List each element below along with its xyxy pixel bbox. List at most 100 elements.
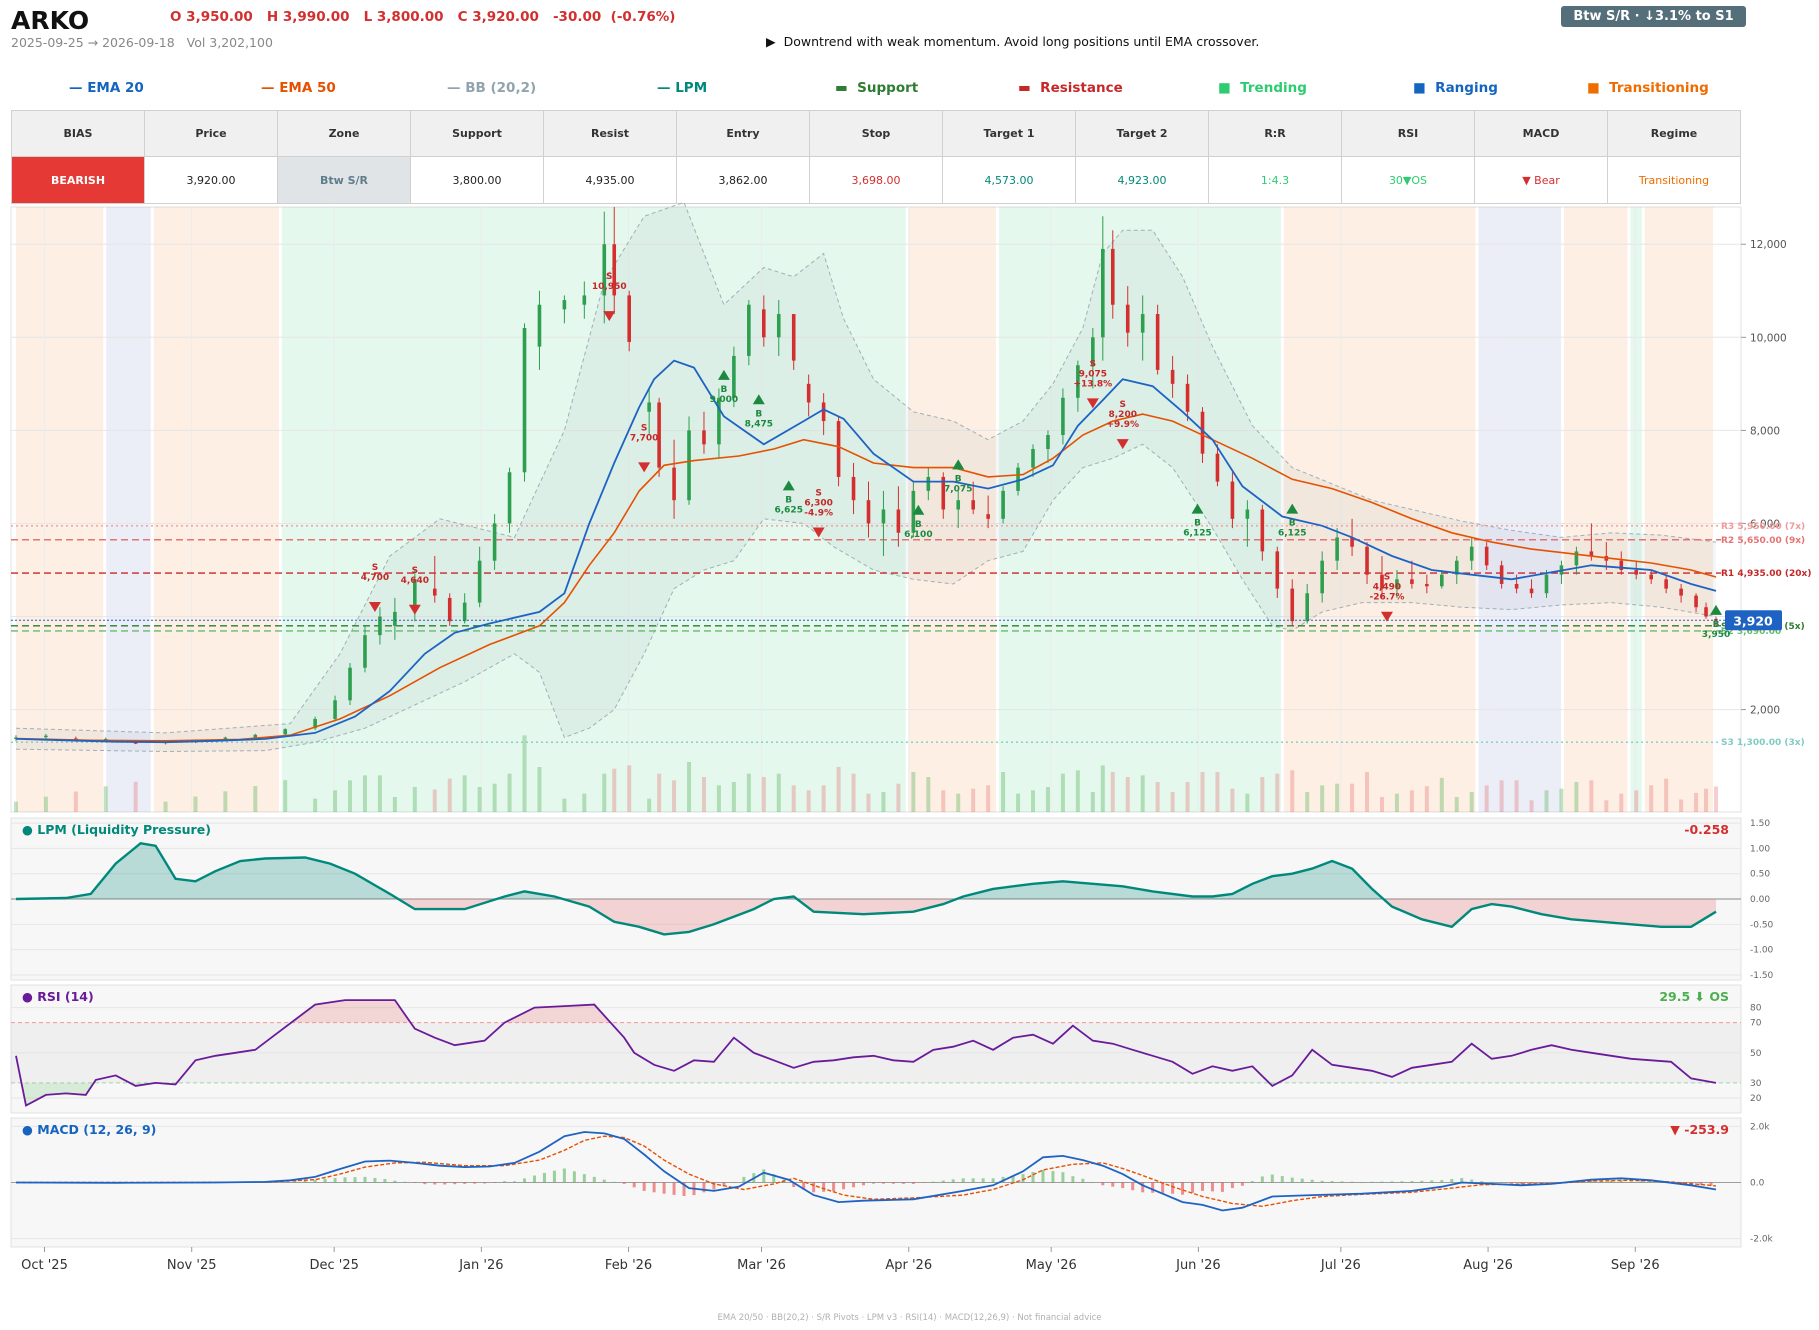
candle-body xyxy=(776,314,781,338)
signal-type-label: B xyxy=(1289,519,1296,529)
volume-bar xyxy=(283,780,288,812)
candle-body xyxy=(926,476,931,491)
regime-band xyxy=(16,207,104,812)
candle-body xyxy=(1380,574,1384,589)
candle xyxy=(612,207,617,315)
candle xyxy=(956,490,961,529)
volume-bar xyxy=(1529,800,1534,812)
volume-bar xyxy=(761,777,766,812)
candle xyxy=(1679,583,1683,603)
buy-arrow-icon xyxy=(752,394,765,405)
sell-arrow-icon xyxy=(1380,611,1393,622)
legend-item-support[interactable]: ▬ Support xyxy=(835,80,919,96)
candle-body xyxy=(1061,397,1065,436)
candle-body xyxy=(1440,574,1444,587)
signal-price-label: 7,700 xyxy=(630,433,658,443)
analysis-note: ▶ Downtrend with weak momentum. Avoid lon… xyxy=(766,34,1267,49)
candle-body xyxy=(1694,595,1698,608)
volume-bar xyxy=(821,785,826,812)
volume-bar xyxy=(1484,785,1489,812)
macd-histogram-bar xyxy=(1370,1181,1374,1183)
signal-marker: S7,700 xyxy=(630,423,658,473)
signal-type-label: B xyxy=(915,520,922,530)
candle xyxy=(14,735,18,742)
candle-body xyxy=(1514,583,1519,589)
legend-item-ema50[interactable]: — EMA 50 xyxy=(261,80,336,96)
legend-item-lpm[interactable]: — LPM xyxy=(657,80,708,96)
macd-histogram-bar xyxy=(1131,1182,1135,1191)
volume-bar xyxy=(14,801,18,812)
legend-item-bb[interactable]: — BB (20,2) xyxy=(447,80,537,96)
regime-band xyxy=(908,207,996,812)
macd-histogram-bar xyxy=(1041,1169,1045,1183)
signal-marker: S10,950 xyxy=(592,272,627,322)
candle-body xyxy=(1320,560,1324,594)
candle-body xyxy=(462,602,467,622)
candle xyxy=(1155,304,1160,375)
macd-histogram-bar xyxy=(712,1182,716,1190)
sell-arrow-icon xyxy=(408,604,421,615)
candle xyxy=(1544,570,1549,598)
volume-bar xyxy=(1499,780,1504,812)
macd-histogram-bar xyxy=(802,1182,806,1190)
volume-bar xyxy=(911,772,916,812)
candle-body xyxy=(283,729,288,735)
macd-histogram-bar xyxy=(901,1182,905,1184)
candle xyxy=(348,663,352,705)
lpm-tick-label: 0.50 xyxy=(1750,870,1770,880)
macd-histogram-bar xyxy=(1540,1182,1544,1184)
volume-bar xyxy=(896,783,901,812)
macd-histogram-bar xyxy=(762,1169,766,1183)
macd-histogram-bar xyxy=(572,1171,576,1183)
volume-bar xyxy=(1409,790,1414,812)
macd-histogram-bar xyxy=(622,1182,626,1184)
candle xyxy=(1031,444,1035,477)
candle-body xyxy=(1200,411,1205,454)
macd-histogram-bar xyxy=(702,1182,706,1193)
volume-bar xyxy=(1589,780,1594,812)
volume-bar xyxy=(507,773,512,812)
candle xyxy=(1110,230,1115,319)
macd-histogram-bar xyxy=(532,1175,536,1183)
candle-body xyxy=(612,244,617,296)
candle-body xyxy=(393,611,397,626)
candle xyxy=(492,514,497,570)
candle xyxy=(821,393,826,436)
price-tick-label: 6,000 xyxy=(1750,518,1780,530)
macd-signal-line xyxy=(16,1135,1717,1208)
signal-type-label: S xyxy=(815,489,821,499)
ohlc-readout: O 3,950.00 H 3,990.00 L 3,800.00 C 3,920… xyxy=(170,9,676,25)
macd-histogram-bar xyxy=(1031,1171,1035,1183)
candle-body xyxy=(1704,607,1708,617)
candle xyxy=(1574,546,1579,575)
candle xyxy=(1140,295,1145,361)
legend-item-resistance[interactable]: ▬ Resistance xyxy=(1018,80,1123,96)
volume-bar xyxy=(1016,793,1021,812)
candle xyxy=(1091,328,1095,389)
legend-item-trending[interactable]: ■ Trending xyxy=(1218,80,1307,96)
candle xyxy=(1714,617,1718,626)
candle-body xyxy=(1155,314,1160,370)
volume-bar xyxy=(657,773,662,812)
candle-body xyxy=(1454,560,1459,575)
macd-histogram-bar xyxy=(1649,1181,1653,1183)
signal-marker: S8,200+9.9% xyxy=(1106,400,1139,450)
bias-cell: BEARISH xyxy=(11,156,145,204)
legend-item-ranging[interactable]: ■ Ranging xyxy=(1413,80,1498,96)
volume-bar xyxy=(1559,788,1564,812)
rsi-tick-label: 50 xyxy=(1750,1049,1762,1059)
rsi-last-value: 29.5 ⬇ OS xyxy=(1659,989,1729,1004)
legend-item-ema20[interactable]: — EMA 20 xyxy=(69,80,144,96)
macd-histogram-bar xyxy=(1121,1182,1125,1189)
lpm-negative-fill xyxy=(16,899,1716,935)
sell-arrow-icon xyxy=(638,462,651,473)
volume-bar xyxy=(1649,785,1654,812)
macd-histogram-bar xyxy=(503,1181,507,1183)
macd-histogram-bar xyxy=(931,1181,935,1183)
macd-histogram-bar xyxy=(941,1180,945,1183)
buy-arrow-icon xyxy=(782,480,795,491)
legend-item-transitioning[interactable]: ■ Transitioning xyxy=(1587,80,1709,96)
candle-body xyxy=(1305,593,1310,622)
last-price-tag xyxy=(1725,610,1782,631)
